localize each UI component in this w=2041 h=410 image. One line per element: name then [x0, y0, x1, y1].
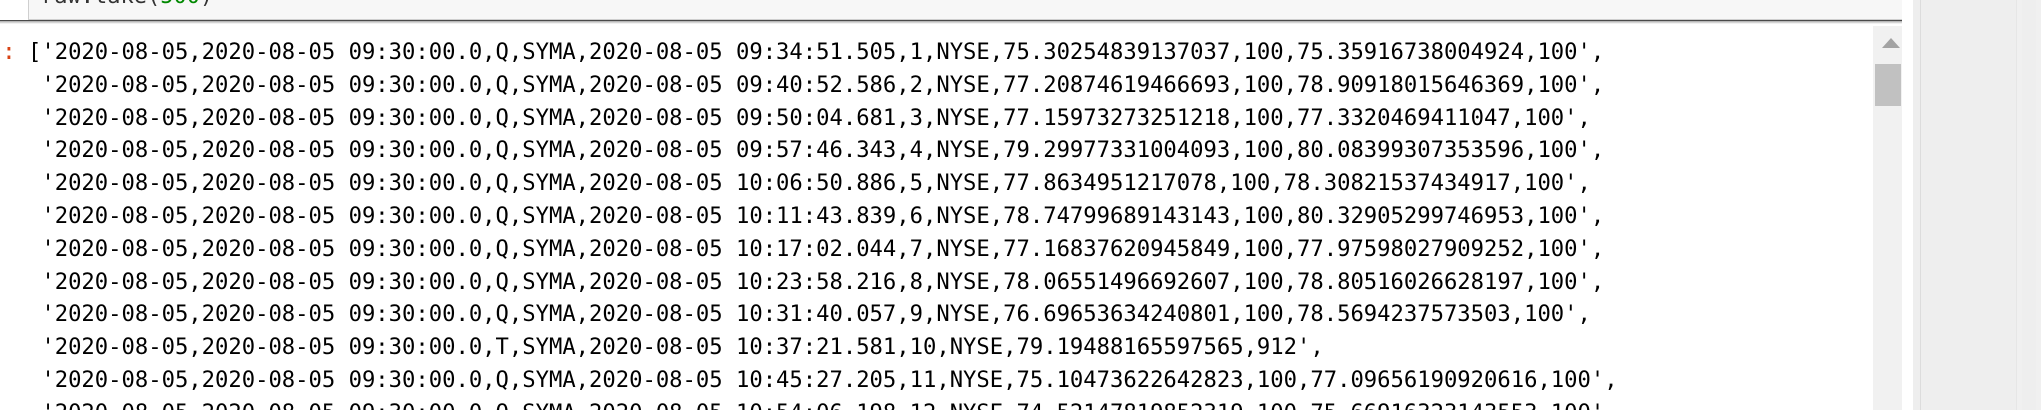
cell-divider-shadow — [0, 20, 1902, 24]
scroll-up-icon[interactable] — [1882, 38, 1900, 48]
window-scrollbar-track[interactable] — [2022, 0, 2036, 410]
output-line: '2020-08-05,2020-08-05 09:30:00.0,Q,SYMA… — [28, 202, 1605, 229]
code-input-cell[interactable]: raw.take(500) — [28, 0, 1911, 20]
code-suffix: ) — [200, 0, 213, 9]
cell-divider-line — [0, 20, 1902, 21]
output-line: '2020-08-05,2020-08-05 09:30:00.0,Q,SYMA… — [28, 235, 1605, 262]
scrollbar-thumb[interactable] — [1875, 64, 1901, 106]
output-line: '2020-08-05,2020-08-05 09:30:00.0,Q,SYMA… — [28, 397, 1868, 410]
output-line: '2020-08-05,2020-08-05 09:30:00.0,Q,SYMA… — [28, 366, 1618, 393]
output-line: '2020-08-05,2020-08-05 09:30:00.0,Q,SYMA… — [28, 71, 1605, 98]
output-scrollbar[interactable] — [1873, 26, 1903, 410]
output-line: ['2020-08-05,2020-08-05 09:30:00.0,Q,SYM… — [28, 39, 1605, 65]
output-line: '2020-08-05,2020-08-05 09:30:00.0,Q,SYMA… — [28, 268, 1605, 295]
page-edge-divider — [1920, 0, 1921, 410]
code-input-text: raw.take(500) — [41, 0, 213, 9]
window-scrollbar[interactable] — [2016, 0, 2041, 410]
code-argument: 500 — [160, 0, 200, 9]
output-line: '2020-08-05,2020-08-05 09:30:00.0,Q,SYMA… — [28, 137, 1605, 164]
output-line: '2020-08-05,2020-08-05 09:30:00.0,Q,SYMA… — [28, 170, 1591, 197]
output-scroll-area[interactable]: ['2020-08-05,2020-08-05 09:30:00.0,Q,SYM… — [28, 36, 1868, 410]
output-prompt: : — [2, 39, 16, 65]
output-line: '2020-08-05,2020-08-05 09:30:00.0,Q,SYMA… — [28, 301, 1591, 328]
output-line: '2020-08-05,2020-08-05 09:30:00.0,Q,SYMA… — [28, 104, 1591, 131]
output-line: '2020-08-05,2020-08-05 09:30:00.0,T,SYMA… — [28, 334, 1324, 361]
code-prefix: raw.take( — [41, 0, 160, 9]
